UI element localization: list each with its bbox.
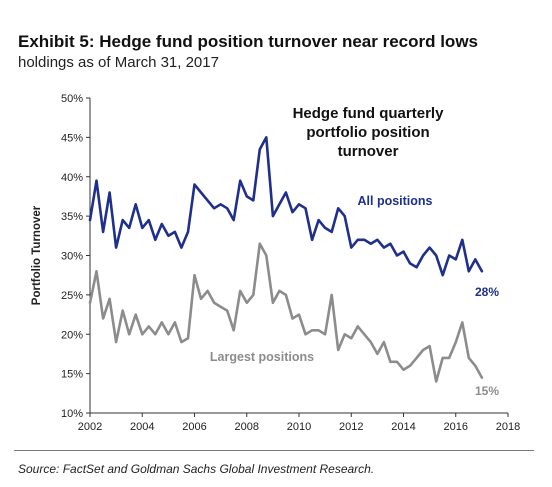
series-end-value-label: 15% — [475, 384, 499, 398]
x-tick-label: 2012 — [339, 421, 363, 433]
x-tick-label: 2016 — [444, 421, 468, 433]
x-tick-label: 2014 — [391, 421, 415, 433]
y-tick-label: 25% — [61, 290, 83, 302]
y-tick-label: 20% — [61, 329, 83, 341]
x-tick-label: 2002 — [78, 421, 102, 433]
series-line-largest-positions — [88, 242, 484, 383]
y-tick-label: 40% — [61, 172, 83, 184]
y-tick-label: 45% — [61, 132, 83, 144]
source-divider — [14, 450, 534, 451]
series-end-value-label: 28% — [475, 285, 499, 299]
y-tick-label: 15% — [61, 369, 83, 381]
y-tick-label: 30% — [61, 251, 83, 263]
x-tick-label: 2018 — [496, 421, 520, 433]
exhibit-title: Exhibit 5: Hedge fund position turnover … — [18, 32, 478, 51]
chart-title-line: portfolio position — [306, 124, 429, 141]
x-tick-label: 2008 — [235, 421, 259, 433]
y-tick-label: 50% — [61, 93, 83, 105]
x-tick-label: 2006 — [182, 421, 206, 433]
y-tick-label: 35% — [61, 211, 83, 223]
chart-title-line: turnover — [338, 143, 399, 160]
x-tick-label: 2010 — [287, 421, 311, 433]
y-tick-label: 10% — [61, 408, 83, 420]
x-tick-label: 2004 — [130, 421, 154, 433]
series-label: All positions — [358, 194, 433, 208]
chart-title-line: Hedge fund quarterly — [293, 105, 445, 122]
source-note: Source: FactSet and Goldman Sachs Global… — [18, 462, 375, 476]
exhibit-subtitle: holdings as of March 31, 2017 — [18, 54, 219, 71]
series-line-all-positions — [88, 136, 484, 277]
series-label: Largest positions — [210, 350, 314, 364]
y-axis-label: Portfolio Turnover — [31, 205, 43, 305]
